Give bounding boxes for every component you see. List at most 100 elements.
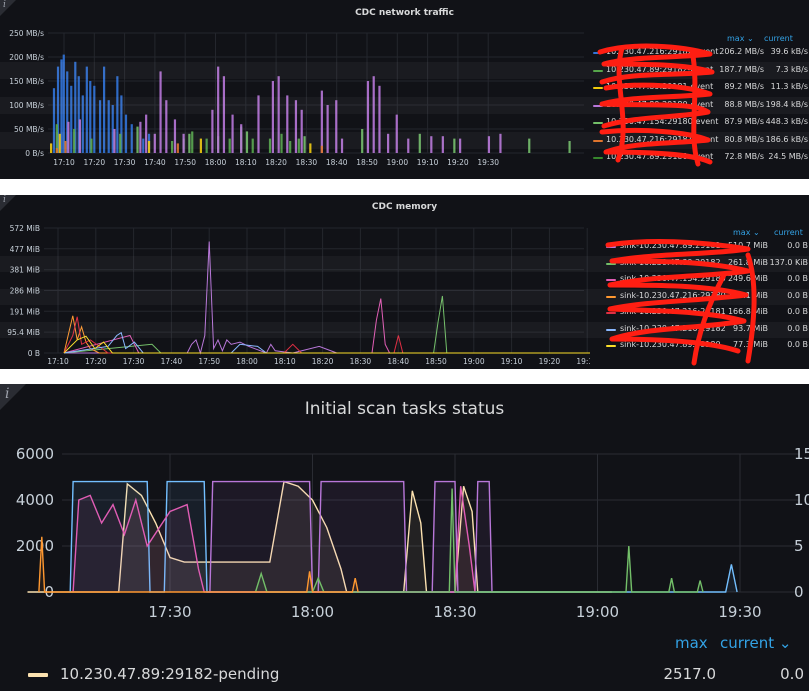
bar [251, 138, 254, 153]
legend-swatch [593, 122, 603, 124]
bar [378, 85, 381, 153]
bar [64, 141, 67, 153]
bar [320, 145, 323, 153]
x-tick-label: 18:30 [433, 603, 476, 621]
legend-current-value: 0.0 B [787, 241, 808, 250]
x-tick-label: 19:10 [501, 357, 523, 366]
legend-max-value: 89.2 MB/s [724, 82, 764, 91]
legend-max-header[interactable]: max ⌄ [727, 34, 754, 43]
x-tick-label: 18:00 [236, 357, 258, 366]
legend-swatch [593, 87, 603, 89]
legend-series-name: 10.230.47.89:29182-event [606, 64, 714, 74]
legend-row[interactable]: 10.230.47.89:29182-pending 2517.0 0.0 [0, 663, 809, 687]
series-fill [209, 481, 492, 592]
y-tick-label: 2000 [16, 537, 54, 555]
legend-swatch [606, 345, 616, 347]
legend-max-value: 206.2 MB/s [719, 47, 764, 56]
x-tick-label: 17:50 [174, 158, 196, 167]
y-tick-label: 572 MiB [10, 224, 40, 233]
panel-corner [0, 0, 16, 16]
x-tick-label: 19:20 [539, 357, 561, 366]
y-tick-label: 250 MB/s [9, 29, 44, 38]
bar [395, 114, 398, 153]
legend-current-header[interactable]: current [764, 34, 793, 43]
bar [453, 138, 456, 153]
x-tick-label: 19:10 [417, 158, 439, 167]
memory-chart: 0 B 95.4 MiB 191 MiB 286 MiB 381 MiB 477 MiB 5… [7, 224, 590, 366]
bar [98, 100, 102, 153]
y-tick-label: 100 MB/s [9, 101, 44, 110]
panel-title[interactable]: CDC memory [371, 202, 438, 212]
legend-swatch [606, 279, 616, 281]
legend-row[interactable]: 10.230.47.216:29181-event 80.8 MB/s 186.6 … [0, 131, 809, 149]
bar [191, 131, 194, 153]
x-tick-label: 17:20 [85, 357, 107, 366]
legend-row[interactable]: 10.230.47.154:29180-event 87.9 MB/s 448.3 … [0, 114, 809, 132]
bar [418, 133, 421, 153]
legend-max-value: 72.8 MB/s [724, 152, 764, 161]
legend-series-name: sink-10.230.47.89:29181 [620, 241, 721, 250]
x-tick-label: 18:50 [356, 158, 378, 167]
series-fill [70, 481, 738, 592]
bar [78, 119, 82, 153]
panel-corner [0, 384, 26, 410]
y-tick-label: 150 MB/s [9, 77, 44, 86]
legend-max-value: 166.8 MiB [727, 307, 768, 316]
legend-current-value: 11.3 kB/s [770, 82, 808, 91]
y-tick-label: 200 MB/s [9, 53, 44, 62]
legend-swatch [593, 139, 603, 142]
info-icon[interactable]: i [3, 0, 6, 10]
legend-swatch [606, 312, 616, 314]
legend-swatch [606, 262, 616, 265]
bar [303, 136, 306, 153]
legend-swatch [593, 104, 603, 107]
x-tick-label: 17:30 [114, 158, 136, 167]
bar [387, 133, 390, 153]
panel-memory: i CDC memory 0 B 95.4 MiB 191 MiB 286 MiB 38… [0, 195, 809, 369]
redaction-scribble [597, 43, 715, 167]
y-tick-label: 191 MiB [10, 307, 40, 316]
legend-max-header[interactable]: max [675, 634, 708, 652]
bar [320, 90, 323, 153]
bar [199, 138, 202, 153]
bar [173, 119, 177, 153]
legend-current-header[interactable]: current [774, 228, 803, 237]
legend-current-value: 0.0 B [787, 290, 808, 300]
legend-swatch [606, 328, 616, 331]
bar [361, 129, 364, 153]
bar [217, 66, 220, 153]
series-line [63, 315, 590, 354]
bar [499, 133, 502, 153]
info-icon[interactable]: i [3, 195, 6, 205]
bar [153, 133, 156, 153]
bar [309, 143, 312, 153]
info-icon[interactable]: i [5, 386, 10, 402]
bar [147, 141, 151, 153]
bar [103, 66, 106, 153]
bar [113, 129, 116, 153]
x-tick-label: 18:10 [235, 158, 257, 167]
legend-current-value: 448.3 kB/s [765, 117, 808, 126]
panel-title[interactable]: CDC network traffic [355, 8, 454, 18]
legend-swatch [28, 673, 48, 677]
y-tick-label: 0 B/s [25, 149, 44, 158]
x-tick-label: 17:10 [53, 158, 75, 167]
legend-series-name: 10.230.47.89:29182-pending [60, 665, 280, 683]
bar [340, 138, 344, 153]
bar [459, 138, 462, 153]
legend-current-value: 39.6 kB/s [770, 47, 808, 56]
legend-max-header[interactable]: max ⌄ [733, 228, 760, 237]
legend-row[interactable]: 10.230.47.89:29180-event 72.8 MB/s 24.5 MB… [0, 149, 809, 167]
legend-series-name: 10.230.47.216:29181-event [606, 134, 719, 144]
y-tick-label: 286 MiB [10, 287, 40, 296]
panel-title[interactable]: Initial scan tasks status [304, 399, 505, 419]
bar [136, 126, 139, 153]
legend-current-header[interactable]: current ⌄ [720, 634, 792, 652]
bar [366, 81, 370, 153]
series-line [63, 295, 590, 354]
bar [277, 76, 280, 153]
bar [231, 114, 234, 153]
bar [111, 105, 114, 153]
legend-current-value: 0.0 B [787, 274, 808, 283]
x-tick-label: 19:00 [463, 357, 485, 366]
